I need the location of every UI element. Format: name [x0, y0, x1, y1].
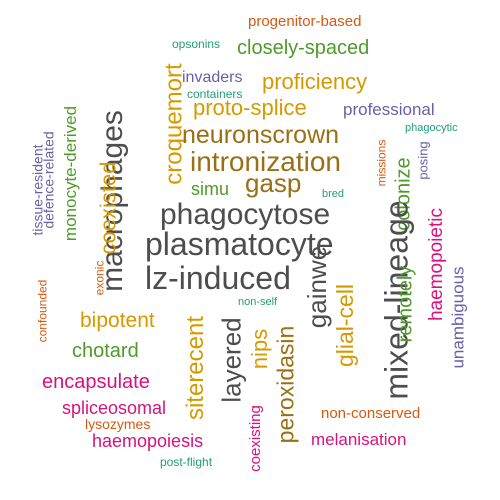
word: non-self [238, 296, 278, 308]
word: proficiency [262, 69, 368, 94]
word: non-conserved [321, 405, 421, 422]
word: layered [216, 317, 247, 403]
word: missions [374, 139, 389, 187]
word: professional [343, 100, 435, 119]
word: phagocytose [160, 198, 331, 231]
word: gainwe [302, 245, 333, 329]
word: coexisting [246, 405, 264, 472]
word: intronization [190, 146, 341, 177]
word: lysozymes [85, 416, 151, 432]
word: bipotent [80, 309, 155, 332]
word: neuronscrown [182, 121, 340, 149]
word: sitere­cent [182, 315, 210, 421]
word: remotely [394, 265, 417, 343]
word: encapsulate [42, 371, 150, 393]
word: proto-splice [193, 95, 307, 120]
word: progenitor-based [248, 13, 362, 30]
word: peroxidasin [272, 325, 299, 444]
word: coexisted [95, 161, 121, 255]
word: phagocytic [405, 122, 458, 134]
word: chotard [72, 340, 139, 362]
word: plasmatocyte [145, 226, 334, 262]
word: haemopoietic [426, 207, 448, 322]
word: monocyte-derived [61, 105, 81, 242]
word: unambiguous [448, 266, 468, 369]
word: invaders [182, 69, 243, 86]
word: nips [247, 328, 273, 370]
word: simu [191, 179, 230, 199]
word: confounded [35, 279, 50, 343]
word: spliceosomal [62, 398, 167, 418]
word: melanisation [311, 430, 407, 449]
word: exonic [92, 260, 107, 296]
word: lz-induced [145, 260, 291, 296]
word: defence-related [40, 131, 57, 229]
word: bred [322, 188, 345, 200]
word: closely-spaced [237, 37, 370, 59]
word: glial-cell [332, 283, 359, 368]
word: opsonins [172, 37, 221, 51]
word: haemopoiesis [92, 431, 204, 451]
word: post-flight [160, 455, 213, 469]
word: gasp [245, 168, 302, 198]
word: containers [187, 87, 243, 101]
word: posing [415, 141, 431, 180]
